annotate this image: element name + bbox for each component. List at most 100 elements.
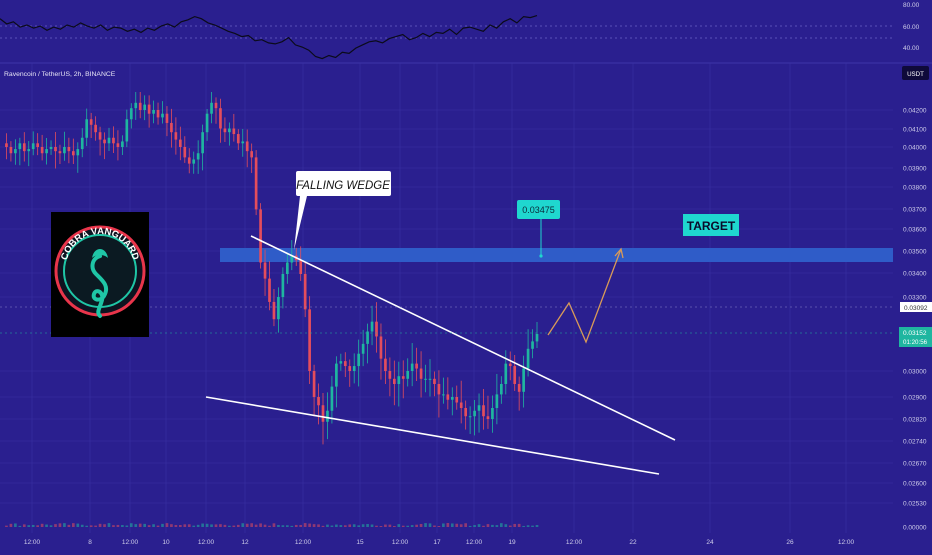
candle-body — [428, 378, 432, 380]
candle-body — [442, 394, 445, 396]
candle-body — [513, 366, 517, 384]
volume-bar — [513, 523, 517, 527]
volume-bar — [308, 523, 311, 527]
falling-wedge-callout: FALLING WEDGE — [294, 171, 391, 250]
candle-body — [410, 363, 414, 371]
time-axis: 12:00 8 12:00 10 12:00 12 12:00 15 12:00 17 12:00 1… — [24, 539, 855, 546]
candle-body — [103, 139, 106, 144]
candle-body — [379, 336, 383, 359]
volume-bar — [401, 525, 405, 527]
current-price-label: 0.03152 — [903, 330, 927, 337]
volume-bar — [424, 523, 427, 527]
candle-body — [183, 147, 187, 158]
candle-body — [308, 309, 311, 371]
volume-bar — [49, 525, 53, 527]
candle-body — [5, 143, 8, 147]
volume-bar — [76, 523, 80, 527]
volume-bar — [241, 523, 245, 527]
candle-body — [241, 141, 245, 144]
volume-bar — [14, 523, 17, 527]
wedge-upper-line — [250, 235, 676, 441]
candle-body — [152, 110, 155, 114]
volume-bar — [219, 524, 222, 527]
candle-body — [531, 341, 534, 349]
candle-body — [89, 119, 93, 125]
time-tick: 12:00 — [566, 539, 583, 546]
candle-body — [352, 366, 356, 371]
indicator-tick: 60.00 — [903, 24, 920, 31]
cobra-hood-icon — [92, 249, 108, 258]
price-tick: 0.02820 — [903, 417, 927, 424]
volume-bar — [85, 525, 89, 527]
price-tick: 0.03500 — [903, 249, 927, 256]
volume-bar — [406, 525, 410, 527]
volume-bar — [196, 524, 200, 527]
candle-body — [156, 110, 160, 118]
volume-bar — [107, 523, 111, 527]
currency-button-group[interactable]: USDT — [902, 66, 929, 80]
time-tick: 12:00 — [466, 539, 483, 546]
volume-bar — [508, 525, 512, 527]
volume-bar — [491, 524, 494, 527]
falling-wedge-label: FALLING WEDGE — [296, 180, 390, 192]
price-tick: 0.04000 — [903, 145, 927, 152]
candle-body — [290, 255, 294, 263]
price-tick: 0.02530 — [903, 501, 927, 508]
candle-body — [259, 209, 262, 263]
candle-body — [272, 301, 276, 320]
volume-bar — [357, 525, 361, 527]
volume-bar — [517, 523, 521, 527]
currency-button[interactable] — [902, 66, 929, 80]
volume-bar — [214, 524, 218, 527]
candle-body — [201, 132, 204, 154]
volume-bar — [437, 525, 441, 527]
volume-bar — [236, 524, 240, 527]
candle-body — [517, 384, 521, 392]
volume-bar — [103, 524, 106, 527]
candle-body — [330, 386, 334, 411]
volume-bar — [170, 524, 173, 527]
cobra-vanguard-logo: COBRA VANGUARD — [51, 212, 149, 337]
candle-body — [250, 151, 254, 158]
volume-bar — [67, 524, 71, 527]
target-box — [683, 214, 739, 236]
candle-body — [67, 147, 71, 152]
candle-body — [392, 378, 396, 384]
indicator-pane: 80.00 60.00 40.00 — [0, 0, 920, 63]
candle-body — [433, 378, 436, 384]
candle-body — [228, 128, 231, 133]
volume-bar — [397, 524, 401, 527]
volume-bar — [473, 525, 476, 527]
candle-body — [535, 334, 539, 342]
volume-bar — [201, 523, 204, 527]
volume-bar — [147, 525, 151, 527]
candle-body — [415, 363, 418, 369]
target-label: TARGET — [687, 219, 736, 233]
candle-body — [143, 104, 147, 110]
time-tick: 22 — [629, 539, 637, 546]
volume-bar — [464, 523, 468, 527]
candle-body — [482, 405, 485, 417]
currency-button-label[interactable]: USDT — [907, 71, 924, 78]
volume-bar — [477, 524, 481, 527]
candles — [5, 92, 539, 445]
price-axis: 0.04200 0.04100 0.04000 0.03900 0.03800 0.037… — [903, 108, 927, 532]
volume-bar — [250, 523, 254, 527]
candle-body — [486, 416, 490, 419]
candle-body — [384, 358, 387, 371]
volume-bar — [254, 524, 258, 527]
volume-bar — [303, 523, 307, 527]
candle-body — [419, 368, 423, 379]
candle-body — [210, 102, 213, 114]
candle-body — [219, 108, 222, 129]
candle-body — [491, 408, 494, 419]
previous-close-marker: 0.03092 — [0, 302, 932, 312]
time-tick: 26 — [786, 539, 794, 546]
price-tick: 0.00000 — [903, 525, 927, 532]
candle-body — [375, 321, 378, 337]
candle-body — [370, 321, 374, 332]
candle-body — [112, 137, 115, 144]
volume-bar — [499, 523, 503, 527]
candle-body — [36, 143, 40, 147]
